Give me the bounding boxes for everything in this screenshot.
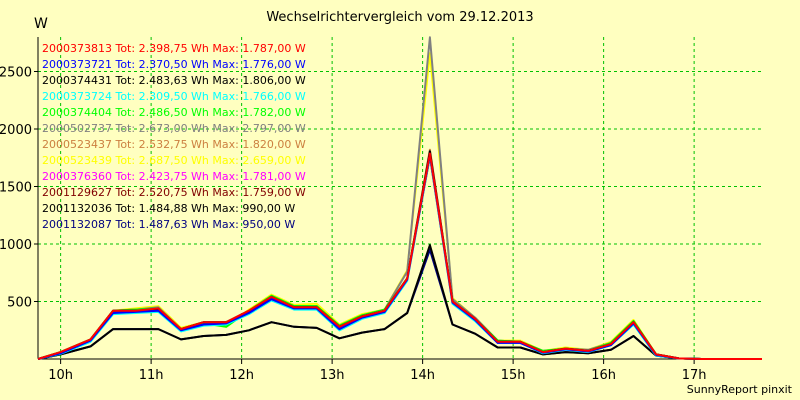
x-tick-label: 14h [410, 368, 435, 383]
legend-entry-2000373813: 2000373813 Tot: 2.398,75 Wh Max: 1.787,0… [42, 42, 306, 55]
x-tick-label: 11h [139, 368, 164, 383]
legend-entry-2001132036: 2001132036 Tot: 1.484,88 Wh Max: 990,00 … [42, 202, 295, 215]
legend-entry-2000373724: 2000373724 Tot: 2.309,50 Wh Max: 1.766,0… [42, 90, 306, 103]
series-line-2001132036 [37, 244, 762, 360]
y-tick-label: 1500 [0, 181, 32, 196]
legend-entry-2000523437: 2000523437 Tot: 2.532,75 Wh Max: 1.820,0… [42, 138, 306, 151]
y-tick-label: 1000 [0, 238, 32, 253]
x-tick-label: 16h [591, 368, 616, 383]
legend-entry-2000374404: 2000374404 Tot: 2.486,50 Wh Max: 1.782,0… [42, 106, 306, 119]
y-tick-label: 500 [7, 296, 32, 311]
legend-entry-2000374431: 2000374431 Tot: 2.483,63 Wh Max: 1.806,0… [42, 74, 306, 87]
chart-title: Wechselrichtervergleich vom 29.12.2013 [266, 10, 534, 25]
x-tick-label: 15h [501, 368, 526, 383]
y-tick-label: 2500 [0, 66, 32, 81]
x-tick-label: 13h [320, 368, 345, 383]
legend-entry-2001132087: 2001132087 Tot: 1.487,63 Wh Max: 950,00 … [42, 218, 295, 231]
x-tick-label: 17h [682, 368, 707, 383]
legend-entry-2001129627: 2001129627 Tot: 2.520,75 Wh Max: 1.759,0… [42, 186, 306, 199]
legend-entry-2000373721: 2000373721 Tot: 2.370,50 Wh Max: 1.776,0… [42, 58, 306, 71]
y-axis-unit: W [34, 16, 48, 32]
legend-entry-2000376360: 2000376360 Tot: 2.423,75 Wh Max: 1.781,0… [42, 170, 306, 183]
x-tick-label: 10h [48, 368, 73, 383]
footer-credit: SunnyReport pinxit [686, 383, 792, 396]
legend-entry-2000502737: 2000502737 Tot: 2.673,00 Wh Max: 2.797,0… [42, 122, 306, 135]
x-tick-label: 12h [229, 368, 254, 383]
y-tick-label: 2000 [0, 123, 32, 138]
series-line-2000373813 [37, 152, 762, 360]
legend-entry-2000523439: 2000523439 Tot: 2.687,50 Wh Max: 2.659,0… [42, 154, 306, 167]
